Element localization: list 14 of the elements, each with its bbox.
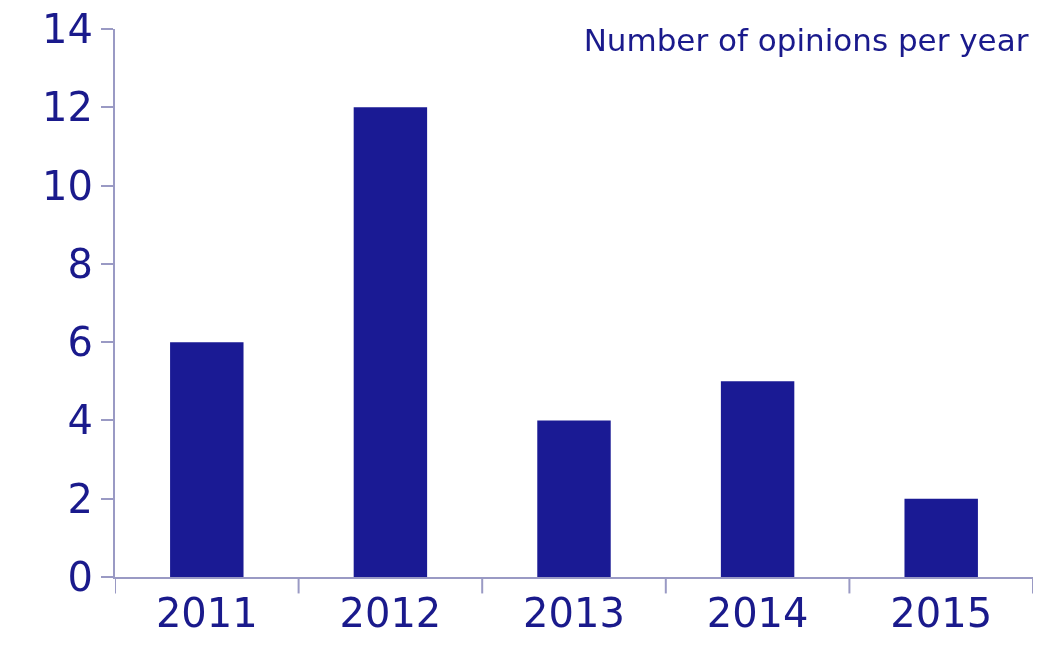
x-tick-label: 2013 <box>523 590 625 636</box>
y-tick-label: 8 <box>67 240 93 287</box>
y-tick-label: 0 <box>67 554 93 600</box>
y-tick-label: 12 <box>42 84 93 131</box>
y-tick-label: 6 <box>67 319 93 366</box>
chart-title: Number of opinions per year <box>583 21 1029 58</box>
x-tick-label: 2015 <box>890 590 993 636</box>
y-tick-label: 2 <box>67 475 93 522</box>
y-tick-label: 10 <box>42 162 93 209</box>
x-tick-label: 2012 <box>339 590 442 636</box>
y-tick-label: 4 <box>67 397 93 444</box>
x-tick-label: 2014 <box>706 590 809 636</box>
y-tick-label: 14 <box>42 6 93 52</box>
x-tick-label: 2011 <box>155 590 258 636</box>
